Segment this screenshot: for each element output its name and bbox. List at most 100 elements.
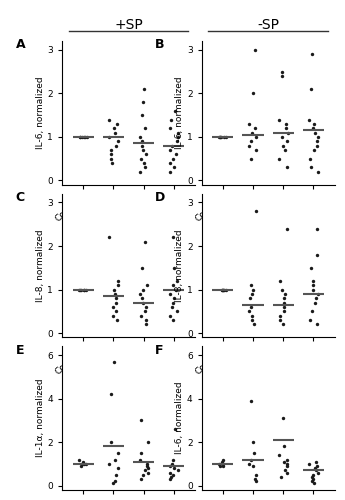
Point [249, 290, 255, 298]
Point [216, 460, 221, 468]
Point [78, 286, 83, 294]
Point [138, 449, 144, 457]
Point [79, 133, 85, 141]
Point [170, 234, 176, 241]
Point [249, 316, 255, 324]
Point [137, 290, 143, 298]
Point [278, 316, 283, 324]
Point [138, 312, 144, 320]
Point [80, 460, 85, 468]
Point [248, 138, 254, 145]
Point [253, 133, 258, 141]
Point [310, 475, 316, 483]
Point [113, 478, 118, 486]
Point [284, 468, 289, 476]
Point [168, 468, 173, 476]
Point [281, 298, 287, 306]
Point [307, 316, 313, 324]
Point [218, 133, 223, 141]
Point [171, 316, 176, 324]
Point [254, 478, 259, 486]
Text: A: A [16, 38, 25, 52]
Point [315, 290, 321, 298]
Point [312, 464, 318, 472]
Point [308, 264, 314, 272]
Text: E: E [16, 344, 24, 356]
Point [172, 425, 177, 433]
Point [109, 159, 115, 167]
Point [284, 456, 289, 464]
Point [174, 277, 179, 285]
Point [170, 298, 176, 306]
Point [167, 462, 172, 470]
Point [139, 294, 145, 302]
Point [311, 120, 317, 128]
Point [82, 133, 88, 141]
Point [253, 207, 259, 215]
Point [219, 458, 225, 466]
Point [282, 308, 287, 316]
Point [277, 116, 282, 124]
Point [280, 414, 286, 422]
Point [251, 90, 256, 98]
Point [170, 471, 176, 479]
Text: -SP: -SP [257, 18, 279, 32]
Point [142, 308, 148, 316]
Point [171, 294, 177, 302]
Point [221, 286, 226, 294]
Point [306, 460, 312, 468]
Point [144, 320, 149, 328]
Point [284, 124, 289, 132]
Point [167, 290, 173, 298]
Point [248, 281, 254, 289]
Point [311, 146, 316, 154]
Point [252, 475, 257, 483]
Point [138, 154, 144, 162]
Point [217, 133, 222, 141]
Point [142, 164, 147, 172]
Point [223, 133, 229, 141]
Point [246, 120, 252, 128]
Point [249, 128, 255, 136]
Point [112, 456, 118, 464]
Point [141, 159, 147, 167]
Point [315, 462, 320, 470]
Point [309, 473, 315, 481]
Point [284, 462, 289, 470]
Point [115, 316, 120, 324]
Point [175, 466, 180, 474]
Point [139, 111, 145, 119]
Point [313, 298, 318, 306]
Point [253, 124, 258, 132]
Point [221, 286, 226, 294]
Point [142, 238, 148, 246]
Point [140, 142, 145, 150]
Point [218, 133, 224, 141]
Point [253, 471, 258, 479]
Point [107, 116, 112, 124]
Point [282, 290, 287, 298]
Point [249, 312, 255, 320]
Point [108, 154, 114, 162]
Point [279, 133, 285, 141]
Point [115, 464, 121, 472]
Point [108, 438, 114, 446]
Point [144, 150, 149, 158]
Point [168, 473, 173, 481]
Point [282, 146, 288, 154]
Point [140, 264, 145, 272]
Point [285, 128, 290, 136]
Point [143, 303, 149, 311]
Point [282, 466, 288, 474]
Point [284, 164, 290, 172]
Point [277, 312, 283, 320]
Point [251, 449, 256, 457]
Point [310, 286, 316, 294]
Point [284, 224, 290, 232]
Text: D: D [155, 191, 165, 204]
Point [315, 320, 320, 328]
Point [308, 164, 313, 172]
Text: B: B [155, 38, 165, 52]
Point [169, 460, 175, 468]
Point [248, 456, 253, 464]
